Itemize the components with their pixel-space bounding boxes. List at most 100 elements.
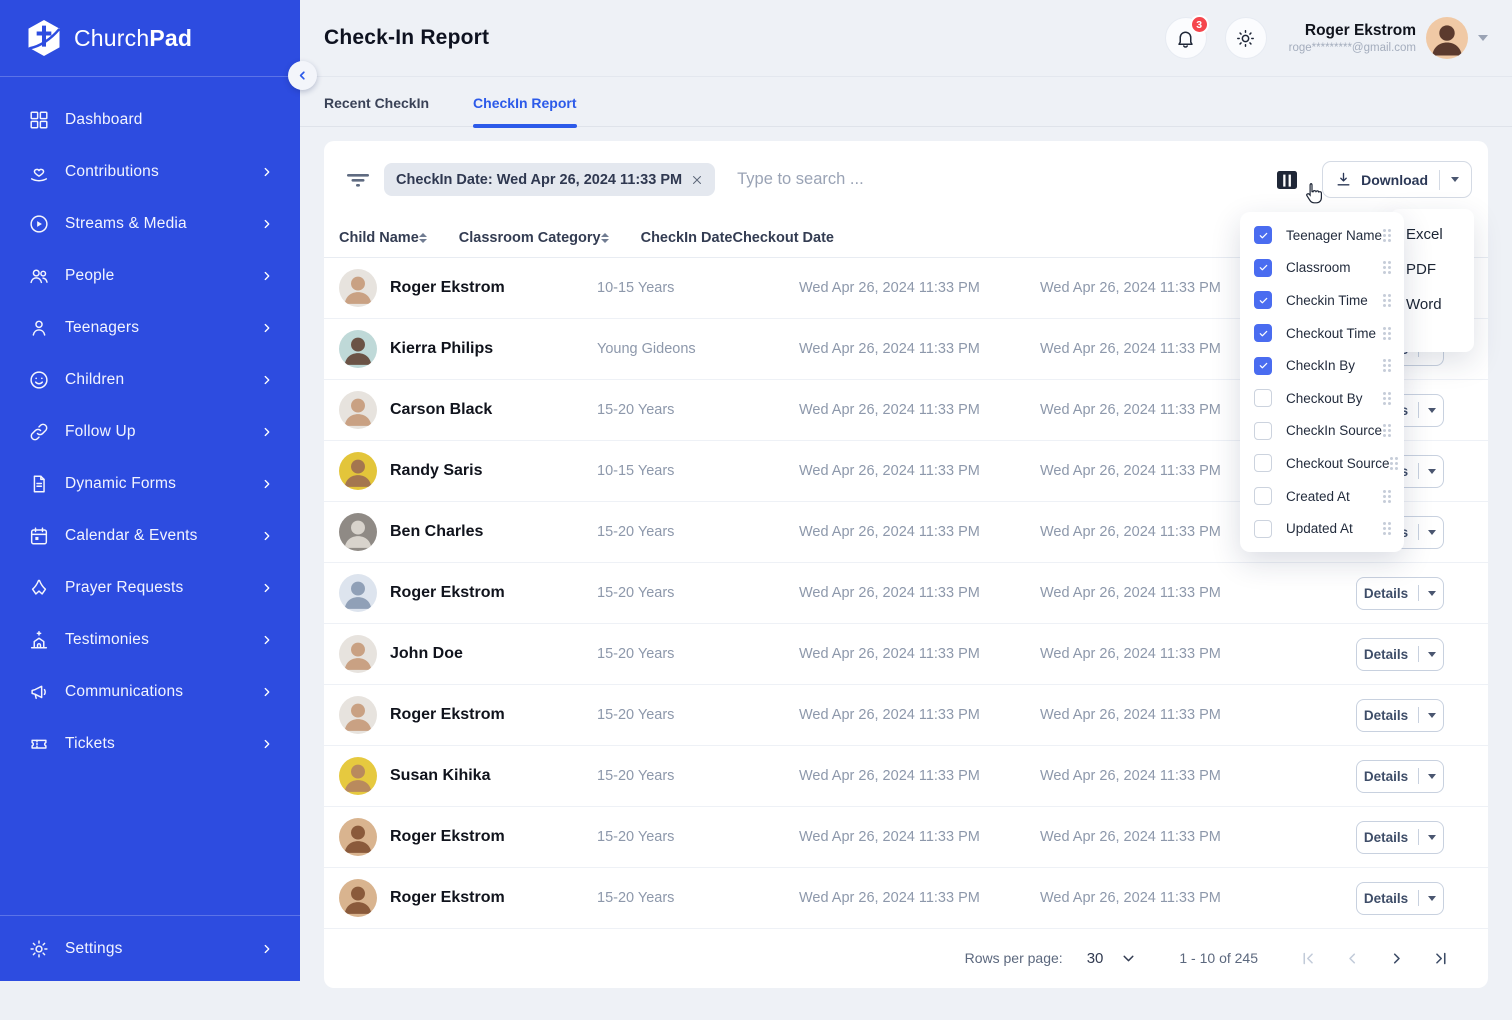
check-icon	[1259, 265, 1267, 271]
last-page-button[interactable]	[1418, 940, 1462, 976]
sidebar-item[interactable]: Follow Up	[0, 406, 300, 458]
download-icon	[1337, 172, 1350, 186]
drag-handle-icon[interactable]	[1383, 228, 1391, 242]
checkout-date: Wed Apr 26, 2024 11:33 PM	[1040, 280, 1221, 296]
column-picker-item[interactable]: Teenager Name	[1240, 219, 1404, 252]
chevron-right-icon	[260, 165, 274, 179]
chevron-right-icon	[260, 685, 274, 699]
column-header[interactable]: CheckIn Date	[640, 229, 733, 246]
avatar	[339, 452, 377, 490]
sidebar-item[interactable]: Contributions	[0, 146, 300, 198]
column-picker-item[interactable]: CheckIn By	[1240, 349, 1404, 382]
tab[interactable]: CheckIn Report	[473, 95, 577, 128]
sidebar-item[interactable]: Tickets	[0, 718, 300, 770]
drag-handle-icon[interactable]	[1383, 326, 1391, 340]
checkbox[interactable]	[1254, 291, 1272, 310]
search-input[interactable]	[737, 170, 1273, 189]
checkbox[interactable]	[1254, 454, 1272, 473]
drag-handle-icon[interactable]	[1383, 261, 1391, 275]
checkout-date: Wed Apr 26, 2024 11:33 PM	[1040, 585, 1221, 601]
sidebar-item-label: Tickets	[65, 735, 115, 752]
column-picker-item[interactable]: Checkout Time	[1240, 317, 1404, 350]
details-button[interactable]: Details	[1356, 637, 1444, 671]
sort-icon[interactable]	[418, 232, 427, 243]
column-picker-item[interactable]: Checkin Time	[1240, 284, 1404, 317]
sidebar-item[interactable]: Dashboard	[0, 94, 300, 146]
column-picker-item[interactable]: CheckIn Source	[1240, 415, 1404, 448]
next-page-button[interactable]	[1374, 940, 1418, 976]
download-button[interactable]: Download	[1322, 161, 1472, 198]
drag-handle-icon[interactable]	[1383, 391, 1391, 405]
checkbox[interactable]	[1254, 487, 1272, 506]
checkbox[interactable]	[1254, 421, 1272, 440]
column-header[interactable]: Checkout Date	[732, 229, 834, 246]
streams-icon	[28, 213, 50, 235]
sidebar-item[interactable]: Communications	[0, 666, 300, 718]
children-icon	[28, 369, 50, 391]
sidebar-item-label: Follow Up	[65, 423, 136, 440]
first-page-button[interactable]	[1286, 940, 1330, 976]
filter-icon[interactable]	[340, 162, 376, 198]
checkbox[interactable]	[1254, 258, 1272, 277]
avatar	[339, 696, 377, 734]
pagination: Rows per page: 30 1 - 10 of 245	[324, 929, 1488, 987]
column-picker-item[interactable]: Updated At	[1240, 512, 1404, 545]
notification-badge: 3	[1189, 15, 1209, 34]
checkbox[interactable]	[1254, 324, 1272, 343]
sidebar-item[interactable]: Teenagers	[0, 302, 300, 354]
drag-handle-icon[interactable]	[1389, 456, 1398, 470]
details-button[interactable]: Details	[1356, 881, 1444, 915]
tab[interactable]: Recent CheckIn	[324, 95, 430, 111]
sidebar-item[interactable]: Streams & Media	[0, 198, 300, 250]
drag-handle-icon[interactable]	[1383, 489, 1391, 503]
sidebar-item-label: Settings	[65, 939, 123, 957]
column-header[interactable]: Classroom Category	[459, 230, 641, 246]
sidebar-item[interactable]: Prayer Requests	[0, 562, 300, 614]
details-button[interactable]: Details	[1356, 759, 1444, 793]
chevron-right-icon	[260, 581, 274, 595]
drag-handle-icon[interactable]	[1383, 293, 1391, 307]
column-picker-item[interactable]: Created At	[1240, 480, 1404, 513]
column-settings-button[interactable]	[1272, 165, 1302, 195]
previous-page-button[interactable]	[1330, 940, 1374, 976]
sidebar-item-label: Calendar & Events	[65, 527, 198, 544]
sidebar-collapse-button[interactable]	[288, 61, 317, 90]
checkbox[interactable]	[1254, 389, 1272, 408]
download-menu-item[interactable]: Word	[1406, 296, 1442, 313]
sidebar-item-settings[interactable]: Settings	[0, 915, 300, 981]
notifications-button[interactable]: 3	[1164, 15, 1209, 59]
user-menu[interactable]: Roger Ekstrom roge*********@gmail.com	[1289, 17, 1488, 59]
drag-handle-icon[interactable]	[1383, 522, 1391, 536]
checkbox[interactable]	[1254, 226, 1272, 245]
table-row: Roger Ekstrom 15-20 Years Wed Apr 26, 20…	[324, 685, 1488, 746]
column-picker-item[interactable]: Checkout By	[1240, 382, 1404, 415]
details-button[interactable]: Details	[1356, 820, 1444, 854]
checkbox[interactable]	[1254, 519, 1272, 538]
checkbox[interactable]	[1254, 356, 1272, 375]
sidebar-item-label: Communications	[65, 683, 184, 700]
rows-per-page-label: Rows per page:	[964, 950, 1063, 966]
details-button[interactable]: Details	[1356, 576, 1444, 610]
details-button[interactable]: Details	[1356, 698, 1444, 732]
chevron-right-icon	[260, 321, 274, 335]
sidebar-item[interactable]: Children	[0, 354, 300, 406]
download-menu-item[interactable]: Excel	[1406, 226, 1443, 243]
checkout-date: Wed Apr 26, 2024 11:33 PM	[1040, 524, 1221, 540]
download-menu-item[interactable]: PDF	[1406, 261, 1436, 278]
column-picker-item[interactable]: Classroom	[1240, 252, 1404, 285]
column-header[interactable]: Child Name	[339, 230, 459, 246]
drag-handle-icon[interactable]	[1383, 359, 1391, 373]
sidebar-item[interactable]: Dynamic Forms	[0, 458, 300, 510]
sidebar-item[interactable]: Calendar & Events	[0, 510, 300, 562]
rows-per-page-dropdown[interactable]	[1115, 940, 1141, 976]
theme-toggle-button[interactable]	[1224, 17, 1267, 59]
classroom-category: 15-20 Years	[597, 524, 675, 540]
chip-close-icon[interactable]	[691, 174, 703, 186]
sort-icon[interactable]	[600, 232, 609, 243]
column-picker-item[interactable]: Checkout Source	[1240, 447, 1404, 480]
sidebar-item[interactable]: Testimonies	[0, 614, 300, 666]
rows-per-page-value[interactable]: 30	[1086, 949, 1104, 967]
sidebar-item[interactable]: People	[0, 250, 300, 302]
drag-handle-icon[interactable]	[1383, 424, 1391, 438]
table-row: Roger Ekstrom 15-20 Years Wed Apr 26, 20…	[324, 563, 1488, 624]
